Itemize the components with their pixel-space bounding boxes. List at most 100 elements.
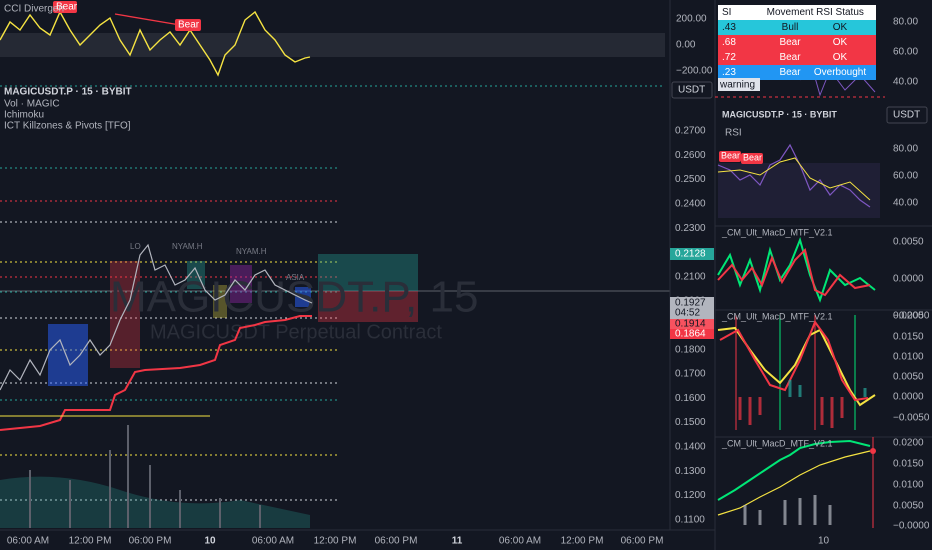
macd-axis-label: −0.0050 (893, 311, 930, 322)
signal-line (717, 248, 871, 297)
table-row (718, 20, 876, 35)
rsi-axis-label: 80.00 (893, 144, 918, 155)
currency: USDT (893, 110, 920, 121)
bear-label: Bear (721, 150, 740, 160)
countdown: 04:52 (675, 308, 700, 319)
table-header (718, 5, 876, 20)
price-tag (670, 297, 714, 319)
price-tag-label: 0.1927 (675, 298, 706, 309)
macd3-panel: _CM_Ult_MacD_MTF_V2.1 0.0200 0.0150 0.01… (717, 437, 930, 532)
rsi-line (717, 143, 871, 208)
legend-item: Ichimoku (4, 110, 44, 121)
table-cell: OK (833, 52, 848, 63)
stop-line (0, 315, 312, 431)
rsi-title: RSI (725, 128, 742, 139)
table-cell: Bear (779, 37, 801, 48)
macd-line (717, 439, 871, 501)
session-box (187, 261, 205, 289)
price-series (0, 243, 313, 391)
cci-axis-label: −200.00 (676, 66, 713, 77)
table-row (718, 50, 876, 65)
bear-tag (741, 153, 763, 164)
cci-title: CCI Divergen (4, 4, 64, 15)
macd-axis-label: 0.0000 (893, 274, 924, 285)
table-cell: .23 (722, 67, 736, 78)
price-tag-label: 0.1914 (675, 319, 706, 330)
bear-tag (53, 1, 77, 13)
table-cell: Overbought (814, 67, 866, 78)
table-cell: Bear (779, 67, 801, 78)
position-box (318, 291, 418, 322)
price-tag-label: 0.2128 (675, 249, 706, 260)
macd-axis-label: 0.0050 (893, 501, 924, 512)
price-axis-label: 0.1200 (675, 490, 706, 501)
bear-tag (175, 19, 201, 31)
panel-title: _CM_Ult_MacD_MTF_V2.1 (721, 311, 833, 321)
price-axis-label: 0.2400 (675, 199, 706, 210)
signal-line (717, 450, 871, 516)
time-label: 12:00 PM (69, 536, 112, 547)
rsi-axis-label: 40.00 (893, 198, 918, 209)
macd-axis-label: 0.0100 (893, 352, 924, 363)
time-label: 12:00 PM (561, 536, 604, 547)
price-axis-label: 0.2100 (675, 271, 706, 282)
price-axis-label: 0.1800 (675, 344, 706, 355)
price-tag-label: 0.1864 (675, 329, 706, 340)
time-label: 06:00 PM (375, 536, 418, 547)
cci-axis-label: 0.00 (676, 40, 696, 51)
rsi-axis-label: 80.00 (893, 17, 918, 28)
table-note: warning (719, 80, 755, 91)
session-label: LO (130, 242, 141, 251)
session-label: NYAM.H (172, 242, 203, 251)
table-cell: .68 (722, 37, 736, 48)
time-label: 11 (452, 536, 463, 547)
macd-axis-label: 0.0200 (893, 311, 924, 322)
time-label: 10 (818, 536, 830, 547)
legend-item: Vol · MAGIC (4, 99, 60, 110)
session-box (295, 287, 311, 307)
macd-axis-label: 0.0050 (893, 237, 924, 248)
time-label: 06:00 PM (621, 536, 664, 547)
time-label: 06:00 AM (499, 536, 541, 547)
bear-label: Bear (743, 152, 762, 162)
position-box (318, 254, 418, 291)
price-tag (670, 248, 714, 260)
table-header-cell: SI (722, 7, 731, 18)
table-cell: Bull (782, 22, 799, 33)
currency-button[interactable] (886, 106, 928, 124)
time-label: 06:00 PM (129, 536, 172, 547)
table-cell: OK (833, 37, 848, 48)
table-row (718, 65, 876, 80)
session-label: NYAM.H (236, 247, 267, 256)
currency-button[interactable] (671, 81, 713, 99)
bear-tag (719, 151, 741, 162)
time-label: 12:00 PM (314, 536, 357, 547)
rsi-table: SI Movement RSI Status .43 Bull OK .68 Bear OK .7… (718, 5, 918, 97)
macd2-panel: _CM_Ult_MacD_MTF_V2.1 0.0200 0.0150 0.01… (717, 311, 930, 430)
time-label: 06:00 AM (252, 536, 294, 547)
cci-axis-label: 200.00 (676, 14, 707, 25)
macd-axis-label: 0.0050 (893, 372, 924, 383)
macd-line (717, 236, 876, 303)
signal-dot (870, 448, 876, 454)
volume-bars (29, 425, 261, 528)
main-chart: MAGICUSDT.P, 15 MAGICUSDT Perpetual Cont… (0, 87, 670, 528)
price-axis-label: 0.2300 (675, 223, 706, 234)
macd-axis-label: −0.0000 (893, 521, 930, 532)
cci-band (0, 33, 665, 57)
panel-title: _CM_Ult_MacD_MTF_V2.1 (721, 227, 833, 237)
watermark: MAGICUSDT Perpetual Contract (150, 321, 442, 343)
level-lines (0, 167, 340, 501)
price-axis-label: 0.2500 (675, 174, 706, 185)
table-cell: Bear (779, 52, 801, 63)
bear-label: Bear (178, 20, 200, 31)
price-tag (670, 319, 714, 329)
rsi-band (718, 163, 880, 218)
rsi-axis-label: 40.00 (893, 77, 918, 88)
macd-axis-label: 0.0000 (893, 392, 924, 403)
price-axis-label: 0.1700 (675, 369, 706, 380)
divergence-line (114, 13, 181, 26)
rsi-ma (717, 157, 871, 201)
